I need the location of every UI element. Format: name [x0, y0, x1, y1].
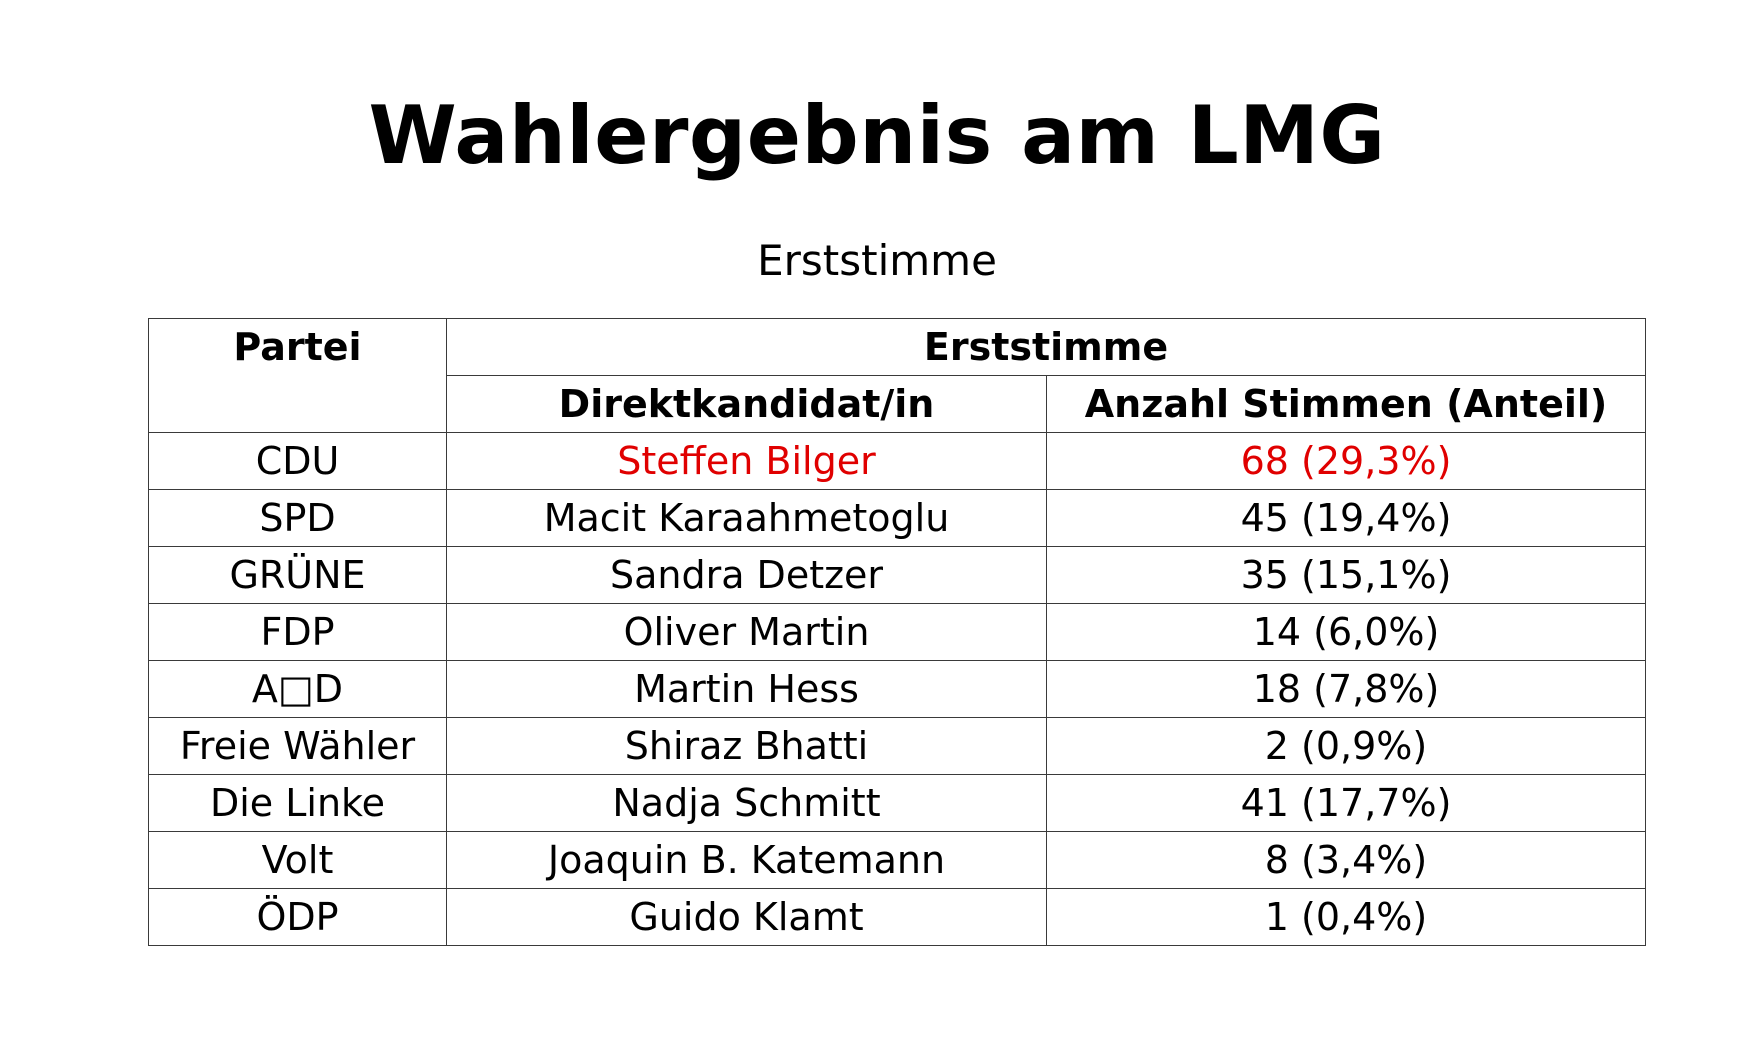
candidate-cell: Joaquin B. Katemann — [446, 831, 1047, 889]
table-row: ÖDP Guido Klamt 1 (0,4%) — [148, 888, 1647, 946]
party-cell: ÖDP — [148, 888, 447, 946]
table-row: CDU Steffen Bilger 68 (29,3%) — [148, 432, 1647, 490]
votes-cell: 2 (0,9%) — [1045, 717, 1647, 775]
votes-cell: 35 (15,1%) — [1045, 546, 1647, 604]
votes-cell: 14 (6,0%) — [1045, 603, 1647, 661]
party-cell: CDU — [148, 432, 447, 490]
party-cell: SPD — [148, 489, 447, 547]
table-row: GRÜNE Sandra Detzer 35 (15,1%) — [148, 546, 1647, 604]
table-row: A□D Martin Hess 18 (7,8%) — [148, 660, 1647, 718]
votes-cell: 41 (17,7%) — [1045, 774, 1647, 832]
header-row-group: Partei Erststimme — [148, 318, 1647, 433]
candidate-cell: Sandra Detzer — [446, 546, 1047, 604]
party-cell: Die Linke — [148, 774, 447, 832]
candidate-cell: Martin Hess — [446, 660, 1047, 718]
party-cell: A□D — [148, 660, 447, 718]
candidate-cell: Macit Karaahmetoglu — [446, 489, 1047, 547]
results-table: Partei Erststimme Direktkandidat/in Anza… — [148, 318, 1647, 946]
header-row-columns: Direktkandidat/in Anzahl Stimmen (Anteil… — [149, 375, 1647, 433]
candidate-cell: Nadja Schmitt — [446, 774, 1047, 832]
votes-cell: 8 (3,4%) — [1045, 831, 1647, 889]
results-table-body: CDU Steffen Bilger 68 (29,3%) SPD Macit … — [148, 432, 1647, 946]
party-cell: Freie Wähler — [148, 717, 447, 775]
results-table-header: Partei Erststimme Direktkandidat/in Anza… — [148, 318, 1647, 433]
header-erststimme: Erststimme — [445, 318, 1647, 376]
candidate-cell: Shiraz Bhatti — [446, 717, 1047, 775]
votes-cell: 45 (19,4%) — [1045, 489, 1647, 547]
party-cell: Volt — [148, 831, 447, 889]
header-candidate: Direktkandidat/in — [446, 375, 1047, 433]
header-votes: Anzahl Stimmen (Anteil) — [1045, 375, 1647, 433]
votes-cell: 18 (7,8%) — [1045, 660, 1647, 718]
party-cell: FDP — [148, 603, 447, 661]
party-cell: GRÜNE — [148, 546, 447, 604]
votes-cell: 1 (0,4%) — [1045, 888, 1647, 946]
candidate-cell: Guido Klamt — [446, 888, 1047, 946]
table-row: Volt Joaquin B. Katemann 8 (3,4%) — [148, 831, 1647, 889]
candidate-cell: Steffen Bilger — [446, 432, 1047, 490]
table-row: Freie Wähler Shiraz Bhatti 2 (0,9%) — [148, 717, 1647, 775]
header-party: Partei — [148, 318, 447, 433]
table-row: FDP Oliver Martin 14 (6,0%) — [148, 603, 1647, 661]
page-title: Wahlergebnis am LMG — [368, 89, 1386, 182]
table-row: Die Linke Nadja Schmitt 41 (17,7%) — [148, 774, 1647, 832]
candidate-cell: Oliver Martin — [446, 603, 1047, 661]
votes-cell: 68 (29,3%) — [1045, 432, 1647, 490]
page-subtitle: Erststimme — [757, 236, 997, 285]
table-row: SPD Macit Karaahmetoglu 45 (19,4%) — [148, 489, 1647, 547]
